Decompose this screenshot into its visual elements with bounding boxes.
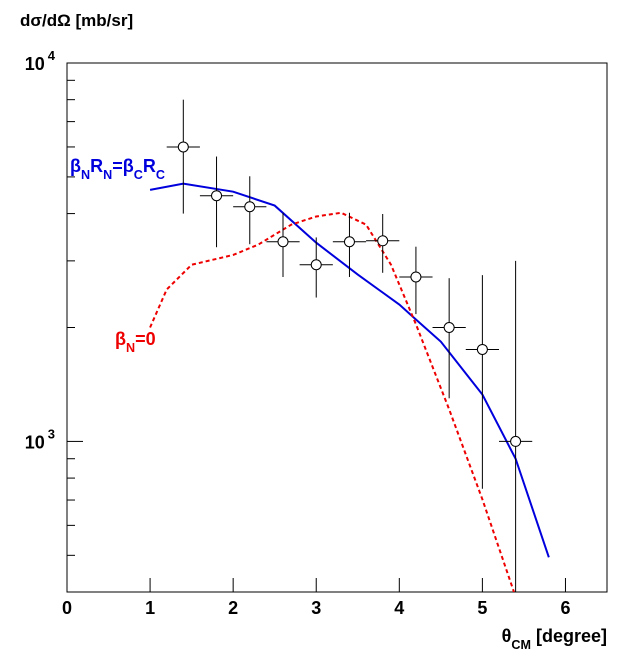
data-point — [244, 201, 256, 213]
curve-label-part: N — [81, 168, 90, 182]
curve-label-part: C — [156, 168, 165, 182]
data-point — [211, 190, 223, 202]
y-axis-title-part: [mb/sr] — [71, 11, 133, 30]
data-point — [310, 259, 322, 271]
data-point — [377, 235, 389, 247]
y-tick-base: 10 — [25, 432, 45, 452]
x-axis-title-part: CM — [511, 638, 531, 652]
data-point — [277, 236, 289, 248]
curve-label: βNRN=βCRC — [70, 156, 165, 182]
x-tick-label: 3 — [311, 598, 321, 618]
curve-label-part: =β — [112, 156, 134, 176]
y-axis-title: dσ/dΩ [mb/sr] — [20, 11, 133, 30]
x-tick-label: 5 — [477, 598, 487, 618]
y-tick-label: 10 3 — [25, 426, 55, 452]
x-tick-label: 4 — [394, 598, 404, 618]
data-point — [343, 236, 355, 248]
x-tick-label: 2 — [228, 598, 238, 618]
x-axis-title: θCM [degree] — [502, 626, 607, 652]
curve-label-part: N — [126, 341, 135, 355]
curve-label-part: β — [115, 329, 126, 349]
curve-label-part: R — [143, 156, 156, 176]
y-tick-label: 10 4 — [25, 48, 56, 74]
x-tick-label: 1 — [145, 598, 155, 618]
y-tick-exponent: 4 — [48, 48, 56, 63]
x-tick-label: 6 — [560, 598, 570, 618]
data-point — [177, 141, 189, 153]
curve-label-part: =0 — [135, 329, 156, 349]
curve-label-part: R — [90, 156, 103, 176]
x-axis-title-part: [degree] — [531, 626, 607, 646]
y-tick-exponent: 3 — [48, 426, 55, 441]
data-point — [410, 271, 422, 283]
plot-frame — [66, 62, 608, 593]
curve-label-part: β — [70, 156, 81, 176]
x-tick-label: 0 — [62, 598, 72, 618]
data-point — [476, 343, 488, 355]
curve-label-part: C — [134, 168, 143, 182]
curve-label: βN=0 — [115, 329, 156, 355]
curve — [149, 182, 550, 558]
curve-label-part: N — [103, 168, 112, 182]
y-axis-title-part: dσ/dΩ — [20, 11, 71, 30]
y-tick-base: 10 — [25, 54, 45, 74]
x-axis-title-part: θ — [502, 626, 512, 646]
curve — [149, 211, 515, 592]
data-point — [443, 322, 455, 333]
data-point — [510, 435, 522, 447]
